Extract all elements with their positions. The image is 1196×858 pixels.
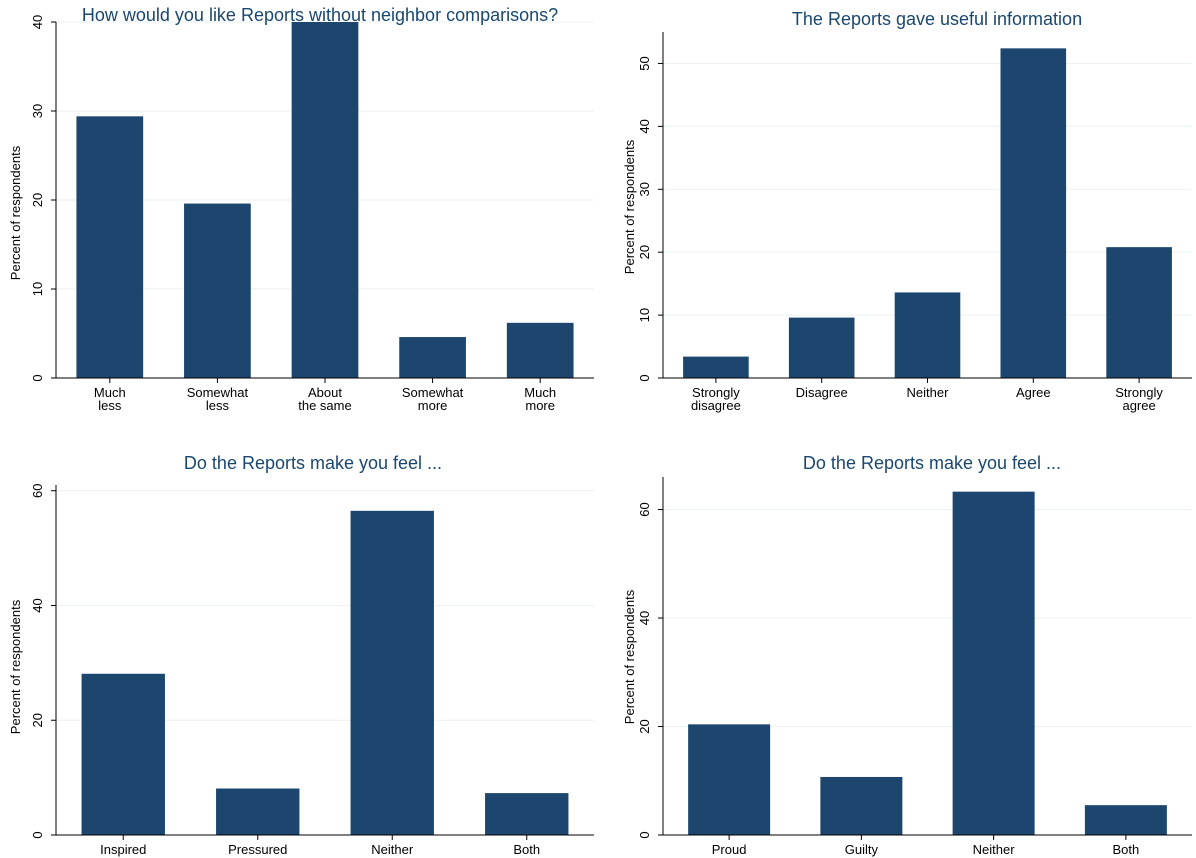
y-tick-label: 40 xyxy=(637,119,652,133)
bar-4 xyxy=(399,337,466,378)
x-tick-label: Much more xyxy=(524,385,556,413)
x-tick-label: Pressured xyxy=(228,842,287,857)
y-tick-label: 10 xyxy=(30,282,45,296)
bar-1 xyxy=(76,116,144,378)
x-tick-label: Much less xyxy=(94,385,126,413)
y-tick-label: 40 xyxy=(30,598,45,612)
y-tick-label: 0 xyxy=(30,831,45,838)
bar-2 xyxy=(820,776,903,835)
x-tick-label: Somewhat less xyxy=(187,385,249,413)
bar-1 xyxy=(688,724,771,835)
y-axis-title: Percent of respondents xyxy=(8,599,23,734)
chart-panel-2: 0 10 20 30 40 50 Strongly disagree Disagree Neith… xyxy=(622,9,1192,413)
bar-4 xyxy=(1084,805,1167,835)
x-tick-label: Both xyxy=(1113,842,1140,857)
x-tick-label: Inspired xyxy=(100,842,146,857)
y-tick-label: 50 xyxy=(637,56,652,70)
x-tick-label: Agree xyxy=(1016,385,1051,400)
x-tick-label: Strongly disagree xyxy=(691,385,741,413)
bar-5 xyxy=(506,322,574,378)
y-axis-title: Percent of respondents xyxy=(622,589,637,724)
bar-2 xyxy=(216,788,300,835)
chart-panel-3: 0 20 40 60 Inspired Pressured Neither Both Perce… xyxy=(8,453,594,857)
x-tick-label: Guilty xyxy=(845,842,879,857)
x-tick-label: Disagree xyxy=(796,385,848,400)
y-tick-label: 0 xyxy=(637,831,652,838)
y-tick-label: 20 xyxy=(637,245,652,259)
bar-5 xyxy=(1106,247,1172,378)
y-tick-label: 20 xyxy=(637,719,652,733)
bar-4 xyxy=(1000,48,1067,379)
chart-title: Do the Reports make you feel ... xyxy=(803,453,1061,473)
y-axis-title: Percent of respondents xyxy=(8,145,23,280)
bar-1 xyxy=(683,356,749,378)
x-tick-label: Neither xyxy=(973,842,1016,857)
y-tick-label: 60 xyxy=(637,502,652,516)
x-tick-label: Proud xyxy=(712,842,747,857)
y-tick-label: 40 xyxy=(637,611,652,625)
y-tick-label: 30 xyxy=(30,104,45,118)
chart-panel-4: 0 20 40 60 Proud Guilty Neither Both Percent of … xyxy=(622,453,1192,857)
chart-panel-1: 0 10 20 30 40 Much less Somewhat less About the sa… xyxy=(8,5,594,413)
x-tick-label: About the same xyxy=(298,385,351,413)
chart-title: The Reports gave useful information xyxy=(792,9,1082,29)
y-tick-label: 0 xyxy=(30,374,45,381)
bar-2 xyxy=(788,317,855,378)
x-tick-label: Somewhat more xyxy=(402,385,464,413)
bar-1 xyxy=(81,673,165,835)
x-tick-label: Neither xyxy=(371,842,414,857)
bar-3 xyxy=(952,491,1035,835)
y-tick-label: 0 xyxy=(637,374,652,381)
y-tick-label: 10 xyxy=(637,308,652,322)
bar-3 xyxy=(350,510,434,835)
y-tick-label: 60 xyxy=(30,484,45,498)
x-tick-label: Neither xyxy=(907,385,950,400)
bar-3 xyxy=(291,22,359,378)
y-tick-label: 20 xyxy=(30,193,45,207)
y-tick-label: 20 xyxy=(30,713,45,727)
y-tick-label: 30 xyxy=(637,182,652,196)
bar-4 xyxy=(485,793,569,835)
y-axis-title: Percent of respondents xyxy=(622,139,637,274)
x-tick-label: Strongly agree xyxy=(1115,385,1163,413)
bar-2 xyxy=(184,203,251,378)
x-tick-label: Both xyxy=(513,842,540,857)
chart-title: How would you like Reports without neigh… xyxy=(82,5,558,25)
bar-3 xyxy=(894,292,961,378)
chart-title: Do the Reports make you feel ... xyxy=(184,453,442,473)
y-tick-label: 40 xyxy=(30,15,45,29)
